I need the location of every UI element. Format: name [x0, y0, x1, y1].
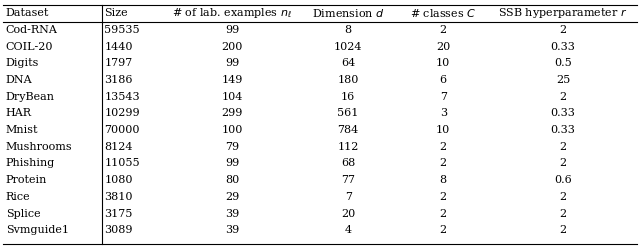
- Text: 299: 299: [221, 108, 243, 118]
- Text: 0.5: 0.5: [554, 58, 572, 68]
- Text: 20: 20: [436, 42, 451, 52]
- Text: 0.6: 0.6: [554, 175, 572, 185]
- Text: 8124: 8124: [104, 142, 133, 152]
- Text: 10299: 10299: [104, 108, 140, 118]
- Text: 3089: 3089: [104, 225, 133, 235]
- Text: Phishing: Phishing: [6, 158, 55, 169]
- Text: 13543: 13543: [104, 92, 140, 102]
- Text: 10: 10: [436, 58, 451, 68]
- Text: 1080: 1080: [104, 175, 133, 185]
- Text: 3810: 3810: [104, 192, 133, 202]
- Text: 2: 2: [440, 192, 447, 202]
- Text: 11055: 11055: [104, 158, 140, 169]
- Text: 99: 99: [225, 25, 239, 35]
- Text: 0.33: 0.33: [550, 125, 575, 135]
- Text: 561: 561: [337, 108, 359, 118]
- Text: Size: Size: [104, 8, 128, 18]
- Text: Protein: Protein: [6, 175, 47, 185]
- Text: 1797: 1797: [104, 58, 132, 68]
- Text: 1440: 1440: [104, 42, 133, 52]
- Text: 2: 2: [559, 225, 566, 235]
- Text: Dataset: Dataset: [6, 8, 49, 18]
- Text: 8: 8: [344, 25, 352, 35]
- Text: DryBean: DryBean: [6, 92, 55, 102]
- Text: 29: 29: [225, 192, 239, 202]
- Text: Mnist: Mnist: [6, 125, 38, 135]
- Text: 2: 2: [559, 158, 566, 169]
- Text: 2: 2: [559, 209, 566, 218]
- Text: 7: 7: [345, 192, 351, 202]
- Text: 3175: 3175: [104, 209, 132, 218]
- Text: 2: 2: [559, 92, 566, 102]
- Text: 2: 2: [440, 142, 447, 152]
- Text: 100: 100: [221, 125, 243, 135]
- Text: 39: 39: [225, 225, 239, 235]
- Text: 25: 25: [556, 75, 570, 85]
- Text: 2: 2: [559, 25, 566, 35]
- Text: SSB hyperparameter $r$: SSB hyperparameter $r$: [498, 6, 628, 20]
- Text: Mushrooms: Mushrooms: [6, 142, 72, 152]
- Text: 104: 104: [221, 92, 243, 102]
- Text: # classes $C$: # classes $C$: [410, 7, 476, 19]
- Text: # of lab. examples $n_\ell$: # of lab. examples $n_\ell$: [172, 6, 292, 20]
- Text: 2: 2: [440, 25, 447, 35]
- Text: 80: 80: [225, 175, 239, 185]
- Text: 16: 16: [341, 92, 355, 102]
- Text: COIL-20: COIL-20: [6, 42, 53, 52]
- Text: 77: 77: [341, 175, 355, 185]
- Text: 2: 2: [559, 142, 566, 152]
- Text: Cod-RNA: Cod-RNA: [6, 25, 58, 35]
- Text: 2: 2: [440, 209, 447, 218]
- Text: Rice: Rice: [6, 192, 30, 202]
- Text: 180: 180: [337, 75, 359, 85]
- Text: 6: 6: [440, 75, 447, 85]
- Text: 79: 79: [225, 142, 239, 152]
- Text: 7: 7: [440, 92, 447, 102]
- Text: 64: 64: [341, 58, 355, 68]
- Text: Dimension $d$: Dimension $d$: [312, 7, 385, 19]
- Text: 2: 2: [440, 158, 447, 169]
- Text: 2: 2: [559, 192, 566, 202]
- Text: 4: 4: [344, 225, 352, 235]
- Text: 1024: 1024: [334, 42, 362, 52]
- Text: DNA: DNA: [6, 75, 33, 85]
- Text: 200: 200: [221, 42, 243, 52]
- Text: Svmguide1: Svmguide1: [6, 225, 68, 235]
- Text: 784: 784: [337, 125, 359, 135]
- Text: 112: 112: [337, 142, 359, 152]
- Text: 68: 68: [341, 158, 355, 169]
- Text: 149: 149: [221, 75, 243, 85]
- Text: 20: 20: [341, 209, 355, 218]
- Text: 39: 39: [225, 209, 239, 218]
- Text: 0.33: 0.33: [550, 42, 575, 52]
- Text: Splice: Splice: [6, 209, 40, 218]
- Text: 70000: 70000: [104, 125, 140, 135]
- Text: 3: 3: [440, 108, 447, 118]
- Text: Digits: Digits: [6, 58, 39, 68]
- Text: 99: 99: [225, 58, 239, 68]
- Text: 8: 8: [440, 175, 447, 185]
- Text: 0.33: 0.33: [550, 108, 575, 118]
- Text: HAR: HAR: [6, 108, 32, 118]
- Text: 10: 10: [436, 125, 451, 135]
- Text: 99: 99: [225, 158, 239, 169]
- Text: 3186: 3186: [104, 75, 133, 85]
- Text: 59535: 59535: [104, 25, 140, 35]
- Text: 2: 2: [440, 225, 447, 235]
